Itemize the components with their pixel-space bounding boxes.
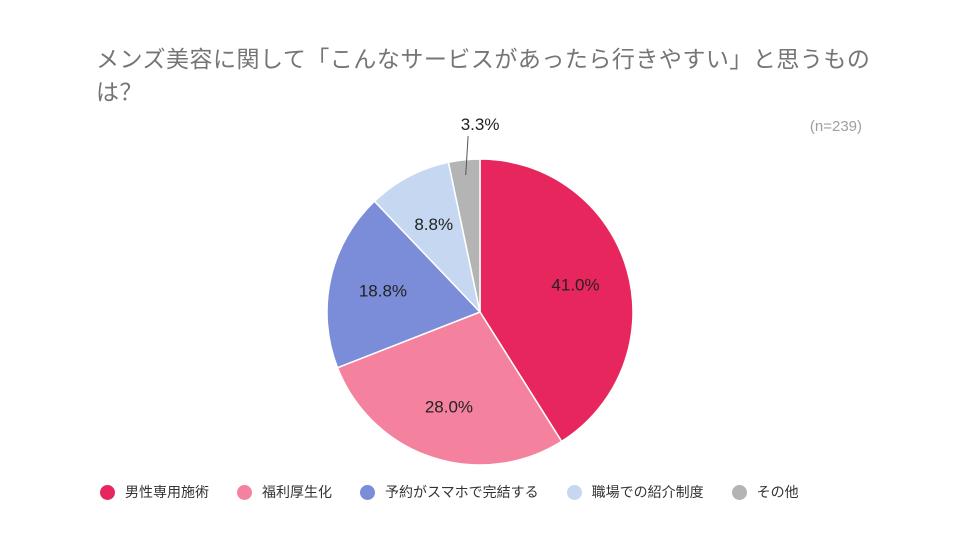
legend-label: 福利厚生化 xyxy=(262,485,332,501)
data-label: 3.3% xyxy=(461,115,500,134)
legend-item: 職場での紹介制度 xyxy=(566,482,704,502)
pie-slice xyxy=(373,161,482,315)
data-label: 18.8% xyxy=(359,281,407,300)
data-label: 8.8% xyxy=(414,215,453,234)
pie-slice xyxy=(479,158,634,443)
legend-swatch xyxy=(360,484,375,500)
sample-size-note: (n=239) xyxy=(809,118,862,135)
legend-item: 福利厚生化 xyxy=(237,482,332,502)
legend: 男性専用施術 福利厚生化 予約がスマホで完結する 職場での紹介制度 その他 xyxy=(100,482,799,502)
legend-label: 予約がスマホで完結する xyxy=(385,485,539,501)
legend-label: 職場での紹介制度 xyxy=(591,485,704,501)
legend-label: その他 xyxy=(756,485,799,501)
legend-swatch xyxy=(237,484,252,500)
data-label: 41.0% xyxy=(551,275,599,294)
chart-title: メンズ美容に関して「こんなサービスがあったら行きやすい」と思うものは？ xyxy=(96,47,871,106)
legend-item: 予約がスマホで完結する xyxy=(360,482,539,502)
leader-line xyxy=(465,136,469,176)
data-label: 28.0% xyxy=(425,397,473,416)
legend-swatch xyxy=(566,484,582,500)
pie-slice xyxy=(326,200,482,369)
pie-slice xyxy=(336,311,563,466)
legend-swatch xyxy=(731,484,747,500)
legend-item: 男性専用施術 xyxy=(100,482,209,502)
legend-label: 男性専用施術 xyxy=(125,485,209,501)
legend-item: その他 xyxy=(731,482,799,502)
pie-slice xyxy=(447,158,481,313)
legend-swatch xyxy=(100,484,115,500)
